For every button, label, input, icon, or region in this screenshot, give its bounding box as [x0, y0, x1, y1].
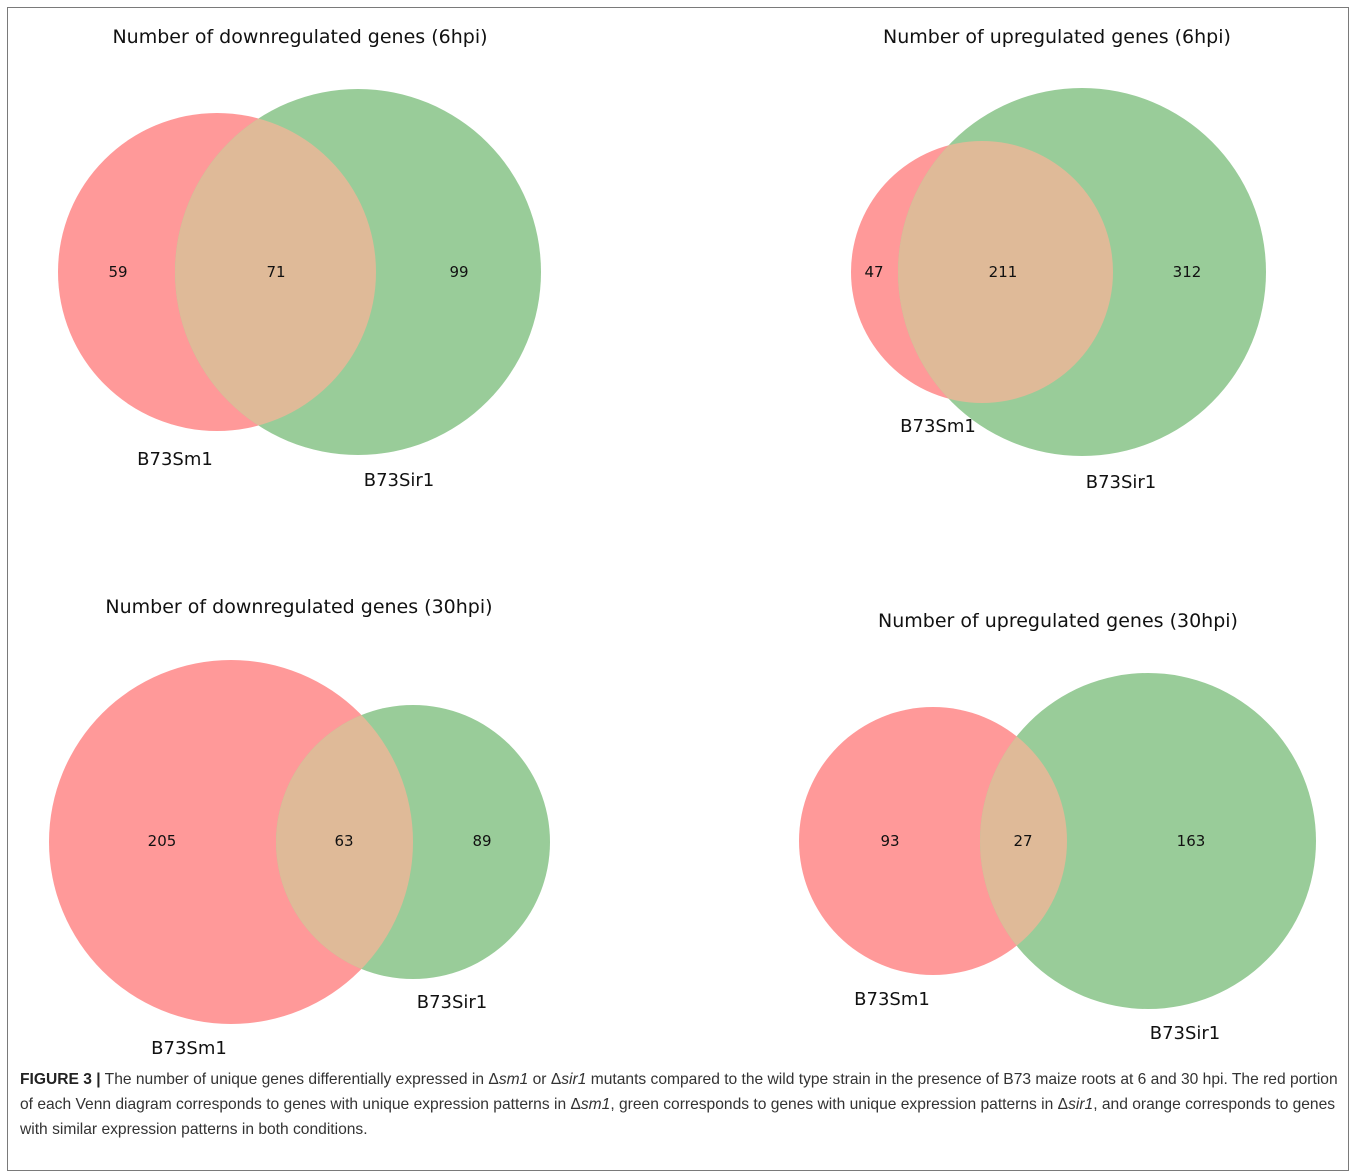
count-both: 71 — [266, 263, 285, 281]
count-only-a: 205 — [148, 832, 177, 850]
caption-gene-name: sm1 — [580, 1096, 611, 1113]
count-only-b: 99 — [449, 263, 468, 281]
caption-gene-name: sm1 — [498, 1071, 529, 1088]
count-only-b: 312 — [1173, 263, 1202, 281]
figure-caption: FIGURE 3 | The number of unique genes di… — [20, 1067, 1340, 1142]
overlap-region — [175, 113, 376, 431]
count-both: 63 — [334, 832, 353, 850]
panel-title: Number of downregulated genes (30hpi) — [105, 596, 492, 618]
count-both: 211 — [989, 263, 1018, 281]
count-both: 27 — [1013, 832, 1032, 850]
venn-figure: Number of downregulated genes (6hpi) 59 … — [49, 26, 1316, 1059]
venn-panel-down-30hpi: Number of downregulated genes (30hpi) 20… — [49, 596, 550, 1059]
panel-title: Number of upregulated genes (6hpi) — [883, 26, 1231, 48]
caption-gene-name: sir1 — [1068, 1096, 1094, 1113]
overlap-region — [898, 141, 1113, 403]
caption-lead: FIGURE 3 | — [20, 1071, 101, 1088]
venn-panel-down-6hpi: Number of downregulated genes (6hpi) 59 … — [58, 26, 541, 491]
set-b-label: B73Sir1 — [1150, 1023, 1221, 1044]
set-a-label: B73Sm1 — [137, 449, 213, 470]
venn-panel-up-6hpi: Number of upregulated genes (6hpi) 47 21… — [851, 26, 1266, 493]
set-b-circle — [980, 673, 1316, 1009]
caption-text: mutants compared to the wild type strain… — [20, 1071, 1338, 1113]
set-a-label: B73Sm1 — [854, 989, 930, 1010]
caption-gene-name: sir1 — [561, 1071, 587, 1088]
venn-panel-up-30hpi: Number of upregulated genes (30hpi) 93 2… — [799, 610, 1316, 1044]
set-a-label: B73Sm1 — [900, 416, 976, 437]
count-only-a: 47 — [864, 263, 883, 281]
count-only-a: 59 — [108, 263, 127, 281]
count-only-b: 163 — [1177, 832, 1206, 850]
count-only-a: 93 — [880, 832, 899, 850]
caption-text: , green corresponds to genes with unique… — [610, 1096, 1069, 1113]
set-b-label: B73Sir1 — [417, 992, 488, 1013]
caption-text: or Δ — [528, 1071, 562, 1088]
caption-text: The number of unique genes differentiall… — [100, 1071, 499, 1088]
caption-text: , and orange corresponds to genes with s… — [20, 1096, 1336, 1138]
set-a-label: B73Sm1 — [151, 1038, 227, 1059]
panel-title: Number of downregulated genes (6hpi) — [112, 26, 487, 48]
count-only-b: 89 — [472, 832, 491, 850]
panel-title: Number of upregulated genes (30hpi) — [878, 610, 1238, 632]
set-b-label: B73Sir1 — [1086, 472, 1157, 493]
set-b-label: B73Sir1 — [364, 470, 435, 491]
overlap-region — [276, 705, 413, 979]
